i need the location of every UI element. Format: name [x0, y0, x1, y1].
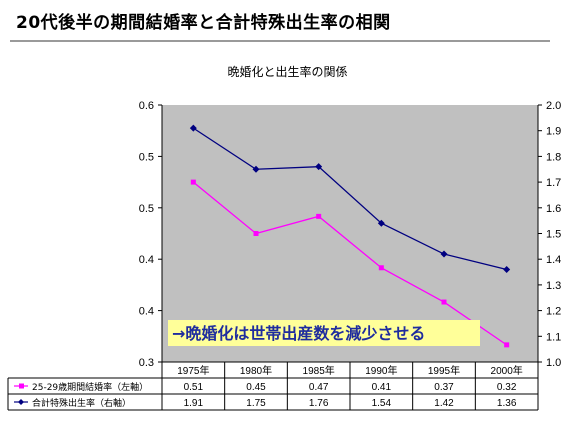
marriage-rate-point — [378, 265, 384, 271]
legend-key-marker — [18, 399, 24, 405]
chart-title: 晩婚化と出生率の関係 — [227, 65, 348, 79]
table-cell: 0.47 — [309, 382, 329, 393]
category-label: 1990年 — [365, 364, 397, 377]
marriage-rate-point — [504, 342, 510, 348]
legend-marriage-rate: 25-29歳期間結婚率（左軸） — [32, 381, 148, 393]
fertility-rate-point — [252, 165, 260, 173]
right-tick-label: 1.3 — [546, 280, 561, 292]
fertility-rate-point — [377, 219, 385, 227]
table-cell: 1.76 — [309, 398, 329, 409]
legend-key-marker — [19, 383, 24, 389]
right-tick-label: 1.8 — [546, 151, 561, 163]
callout-text: →晩婚化は世帯出産数を減少させる — [172, 324, 425, 343]
left-tick-label: 0.5 — [139, 151, 154, 163]
right-tick-label: 1.6 — [546, 203, 561, 215]
legend-fertility-rate: 合計特殊出生率（右軸） — [32, 397, 131, 409]
left-tick-label: 0.6 — [139, 100, 154, 112]
right-tick-label: 1.7 — [546, 177, 561, 189]
data-table: 1975年 1980年 1985年 1990年 1995年 2000年 25-29歳期間結婚… — [7, 361, 539, 411]
left-axis-ticks: 0.6 0.5 0.5 0.4 0.4 0.3 — [139, 100, 162, 369]
marriage-rate-point — [253, 231, 259, 236]
table-cell: 0.51 — [184, 382, 204, 393]
page-title: 20代後半の期間結婚率と合計特殊出生率の相関 — [16, 13, 391, 33]
callout-background — [168, 320, 480, 346]
right-tick-label: 1.1 — [546, 331, 561, 343]
table-cell: 1.36 — [497, 398, 517, 409]
right-tick-label: 1.2 — [546, 306, 561, 318]
left-tick-label: 0.4 — [139, 254, 154, 266]
table-cell: 0.45 — [246, 382, 266, 393]
right-tick-label: 1.0 — [546, 357, 561, 369]
left-tick-label: 0.3 — [139, 357, 154, 369]
marriage-rate-point — [316, 213, 322, 219]
right-tick-label: 1.5 — [546, 229, 561, 241]
left-tick-label: 0.4 — [139, 306, 154, 318]
fertility-rate-line — [192, 127, 507, 271]
table-cell: 0.32 — [497, 382, 517, 393]
marriage-rate-point — [190, 179, 196, 185]
table-cell: 1.42 — [434, 398, 454, 409]
marriage-rate-point — [441, 299, 447, 305]
category-label: 1995年 — [428, 364, 460, 377]
category-label: 1980年 — [240, 364, 272, 377]
callout-box: →晩婚化は世帯出産数を減少させる — [168, 320, 480, 346]
fertility-rate-point — [440, 250, 448, 258]
category-label: 2000年 — [491, 364, 523, 377]
table-cell: 1.75 — [246, 398, 266, 409]
category-label: 1985年 — [303, 364, 335, 377]
right-tick-label: 1.9 — [546, 126, 561, 138]
table-cell: 1.54 — [372, 398, 392, 409]
left-tick-label: 0.5 — [139, 203, 154, 215]
marriage-rate-line — [192, 181, 508, 346]
category-label: 1975年 — [177, 364, 209, 377]
right-axis-ticks: 2.0 1.9 1.8 1.7 1.6 1.5 1.4 1.3 1.2 1.1 1.0 — [538, 100, 561, 369]
table-cell: 1.91 — [184, 398, 204, 409]
right-tick-label: 1.4 — [546, 254, 561, 266]
plot-area — [162, 105, 538, 362]
table-cell: 0.41 — [372, 382, 392, 393]
fertility-rate-point — [189, 124, 197, 132]
table-cell: 0.37 — [434, 382, 454, 393]
fertility-rate-point — [315, 163, 323, 171]
title-divider — [10, 40, 550, 42]
right-tick-label: 2.0 — [546, 100, 561, 112]
fertility-rate-point — [503, 265, 511, 273]
series-layer — [189, 124, 511, 348]
